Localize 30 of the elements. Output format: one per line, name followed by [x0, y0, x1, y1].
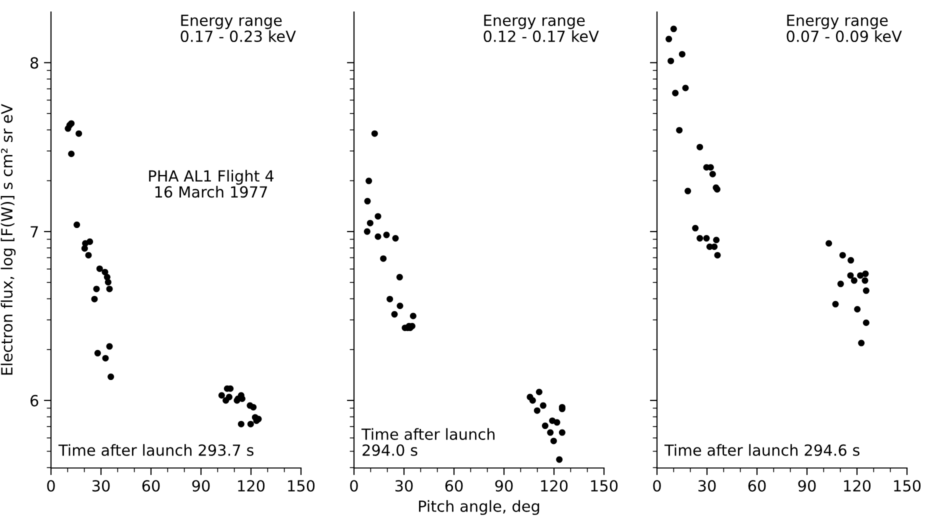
annotation: Energy range 0.17 - 0.23 keV — [180, 14, 296, 42]
x-tick-label: 150 — [288, 480, 315, 492]
x-tick-label: 60 — [445, 480, 463, 492]
x-tick-label: 150 — [894, 480, 921, 492]
x-tick-label: 30 — [698, 480, 716, 492]
annotation: Energy range 0.07 - 0.09 keV — [786, 14, 902, 42]
x-tick-label: 90 — [495, 480, 513, 492]
x-tick-label: 30 — [395, 480, 413, 492]
x-tick-label: 150 — [591, 480, 618, 492]
x-tick-label: 0 — [653, 480, 661, 492]
y-tick-label: 7 — [30, 226, 38, 238]
x-axis-title: Pitch angle, deg — [419, 500, 540, 515]
x-tick-label: 60 — [142, 480, 160, 492]
annotation: Energy range 0.12 - 0.17 keV — [484, 14, 599, 42]
annotation: PHA AL1 Flight 4 16 March 1977 — [149, 170, 274, 198]
annotation: Time after launch 294.6 s — [664, 444, 860, 456]
x-tick-label: 90 — [798, 480, 816, 492]
y-axis-title: Electron flux, log [F(W)] s cm² sr eV — [0, 104, 16, 375]
x-tick-label: 30 — [92, 480, 110, 492]
x-tick-label: 90 — [192, 480, 210, 492]
x-tick-label: 120 — [238, 480, 265, 492]
x-tick-label: 60 — [748, 480, 766, 492]
x-tick-label: 120 — [541, 480, 568, 492]
annotation: Time after launch 293.7 s — [58, 444, 254, 456]
x-tick-label: 120 — [844, 480, 871, 492]
y-tick-label: 8 — [30, 57, 38, 69]
x-tick-label: 0 — [350, 480, 358, 492]
annotation: Time after launch 294.0 s — [361, 428, 494, 456]
y-tick-label: 6 — [30, 394, 38, 406]
x-tick-label: 0 — [47, 480, 55, 492]
